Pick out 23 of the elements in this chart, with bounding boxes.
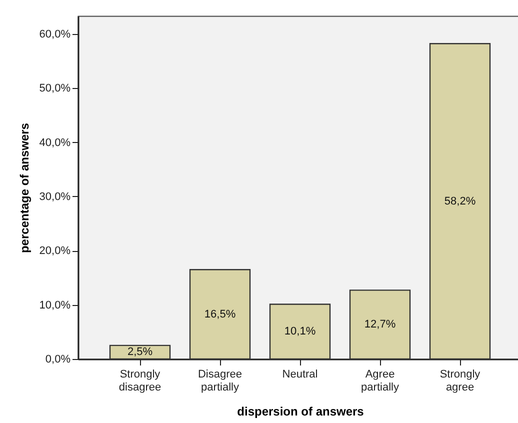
y-tick-label: 30,0%	[39, 190, 71, 203]
x-tick-label: Agree partially	[361, 368, 400, 394]
x-tick-label: Disagree partially	[198, 368, 242, 394]
bar	[429, 43, 491, 360]
y-tick-label: 20,0%	[39, 245, 71, 258]
y-tick-label: 60,0%	[39, 28, 71, 40]
y-tick-label: 10,0%	[39, 299, 71, 312]
data-label: 10,1%	[284, 326, 316, 338]
x-axis-title: dispersion of answers	[237, 404, 364, 418]
x-tick-label: Strongly disagree	[118, 368, 162, 394]
bar	[269, 304, 331, 360]
y-tick-label: 0,0%	[45, 354, 71, 366]
x-tick-label: Neutral	[282, 368, 318, 380]
bar	[189, 268, 251, 360]
bar	[349, 290, 411, 360]
x-tick-label: Strongly agree	[440, 368, 481, 394]
data-label: 16,5%	[204, 308, 236, 320]
y-tick-label: 40,0%	[39, 136, 71, 149]
data-label: 58,2%	[444, 195, 476, 208]
data-label: 2,5%	[127, 346, 153, 358]
data-label: 12,7%	[364, 318, 396, 331]
y-axis-title: percentage of answers	[17, 122, 32, 254]
y-tick-label: 50,0%	[39, 82, 71, 95]
